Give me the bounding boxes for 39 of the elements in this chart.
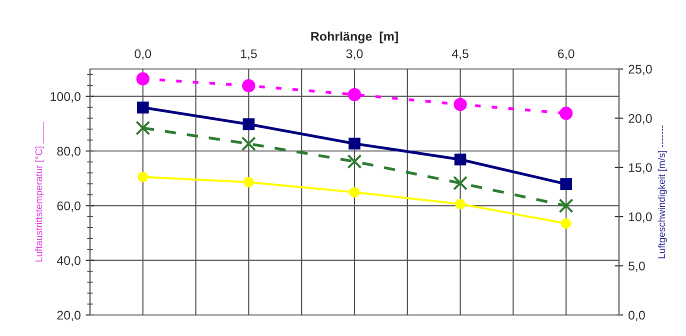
point [242,79,256,92]
x-axis-title: Rohrlänge [m] [311,32,398,44]
y-tick-label: 80,0 [57,146,80,158]
point [454,98,467,112]
point [560,106,573,120]
point [242,118,255,130]
y-tick-label: 60,0 [57,201,80,212]
y2-axis-title: Luftgeschwindigkeit [m/s] ------- [658,125,667,258]
y2-tick-label: 10,0 [628,212,652,223]
point [349,187,360,198]
y-tick-label: 40,0 [56,256,80,266]
point [453,176,468,190]
x-tick-label: 4,5 [452,49,468,60]
point [560,178,572,190]
point [136,102,149,114]
x-tick-label: 0,0 [134,49,152,60]
x-tick-label: 3,0 [346,49,363,60]
point [454,154,466,166]
x-tick-label: 6,0 [558,49,574,60]
x-tick-label: 1,5 [240,49,257,60]
point [455,198,466,210]
y-axis-title: Luftaustrittstemperatur [°C] ____ [35,122,44,262]
point [136,72,150,86]
point [348,88,362,102]
y2-tick-label: 20,0 [628,114,652,124]
y2-tick-label: 5,0 [628,262,645,272]
point [347,154,362,169]
y2-tick-label: 15,0 [628,163,652,174]
point [136,120,150,136]
point [558,198,574,214]
y-tick-label: 20,0 [57,310,80,322]
point [241,136,256,152]
point [138,172,148,182]
y-tick-label: 100,0 [50,92,80,102]
point [560,218,572,229]
point [243,176,254,188]
y2-tick-label: 0,0 [628,310,645,322]
point [348,138,360,150]
y2-tick-label: 25,0 [628,64,652,76]
